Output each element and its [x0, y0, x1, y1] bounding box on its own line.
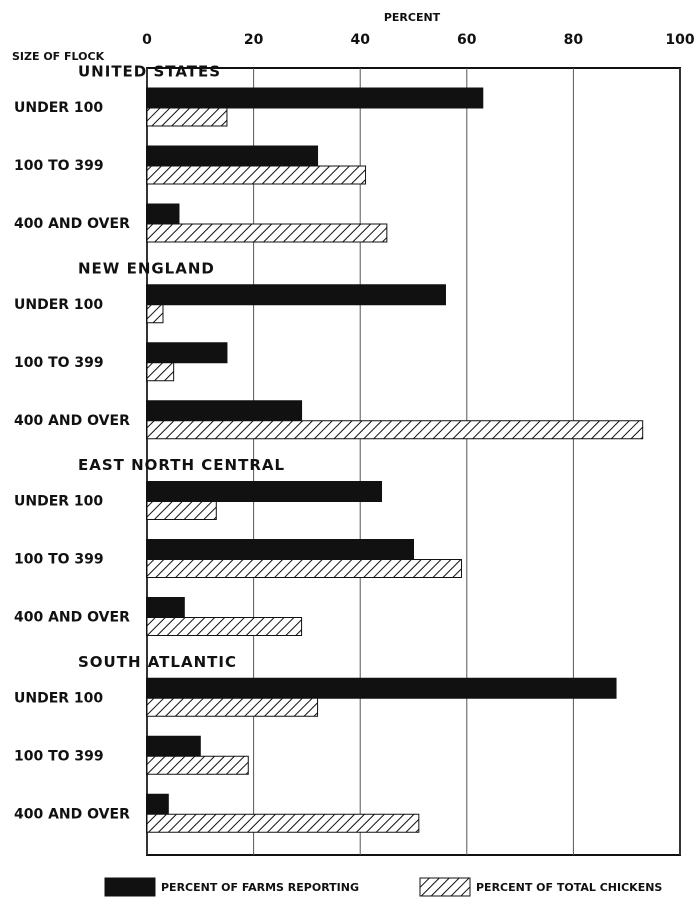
y-tick-label: 100 TO 399	[14, 552, 104, 568]
bar	[146, 145, 319, 167]
y-axis-label: SIZE OF FLOCK	[12, 50, 105, 63]
bar	[146, 597, 185, 618]
bar	[146, 107, 228, 127]
bar	[146, 362, 175, 382]
group-header: NEW ENGLAND	[78, 259, 215, 277]
x-tick-label: 80	[564, 32, 584, 48]
bar	[146, 420, 644, 440]
bar	[146, 223, 388, 243]
bar	[146, 203, 180, 225]
x-tick-label: 100	[665, 32, 694, 48]
bar	[146, 501, 217, 520]
y-tick-label: 100 TO 399	[14, 355, 104, 371]
bar	[146, 813, 420, 833]
x-tick-label: 40	[350, 32, 370, 48]
legend-label: PERCENT OF TOTAL CHICKENS	[476, 881, 662, 894]
bar	[146, 677, 617, 699]
group-header: UNITED STATES	[78, 63, 221, 81]
x-tick-label: 0	[142, 32, 152, 48]
legend-swatch	[419, 877, 471, 897]
bar	[146, 165, 367, 185]
y-tick-label: UNDER 100	[14, 100, 103, 116]
y-tick-label: UNDER 100	[14, 690, 103, 706]
bar	[146, 87, 484, 109]
bar	[146, 400, 303, 422]
bar	[146, 735, 201, 757]
x-tick-label: 20	[244, 32, 264, 48]
bar	[146, 793, 169, 815]
bar	[146, 481, 383, 502]
bar	[146, 284, 446, 306]
y-tick-label: 400 AND OVER	[14, 806, 130, 822]
bar	[146, 559, 462, 578]
y-tick-label: 400 AND OVER	[14, 216, 130, 232]
bar	[146, 539, 414, 560]
group-header: EAST NORTH CENTRAL	[78, 456, 285, 474]
y-tick-label: UNDER 100	[14, 494, 103, 510]
group-header: SOUTH ATLANTIC	[78, 653, 237, 671]
legend-swatch	[104, 877, 156, 897]
y-tick-label: UNDER 100	[14, 297, 103, 313]
bar	[146, 617, 303, 636]
x-tick-label: 60	[457, 32, 477, 48]
bar	[146, 342, 228, 364]
y-tick-label: 400 AND OVER	[14, 610, 130, 626]
legend-label: PERCENT OF FARMS REPORTING	[161, 881, 359, 894]
bar	[146, 304, 164, 324]
x-axis-label: PERCENT	[384, 11, 441, 24]
y-tick-label: 100 TO 399	[14, 158, 104, 174]
y-tick-label: 100 TO 399	[14, 748, 104, 764]
bar	[146, 755, 249, 775]
y-tick-label: 400 AND OVER	[14, 413, 130, 429]
bar	[146, 697, 319, 717]
